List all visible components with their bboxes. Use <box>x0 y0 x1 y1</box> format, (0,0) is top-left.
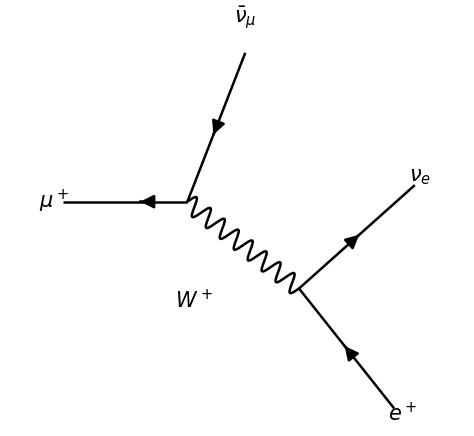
Text: $\nu_e$: $\nu_e$ <box>410 167 431 187</box>
Text: $W^+$: $W^+$ <box>175 289 213 312</box>
Text: $\bar{\nu}_{\mu}$: $\bar{\nu}_{\mu}$ <box>234 5 256 32</box>
Text: $\mu^+$: $\mu^+$ <box>38 188 69 215</box>
Text: $e^+$: $e^+$ <box>388 402 417 425</box>
